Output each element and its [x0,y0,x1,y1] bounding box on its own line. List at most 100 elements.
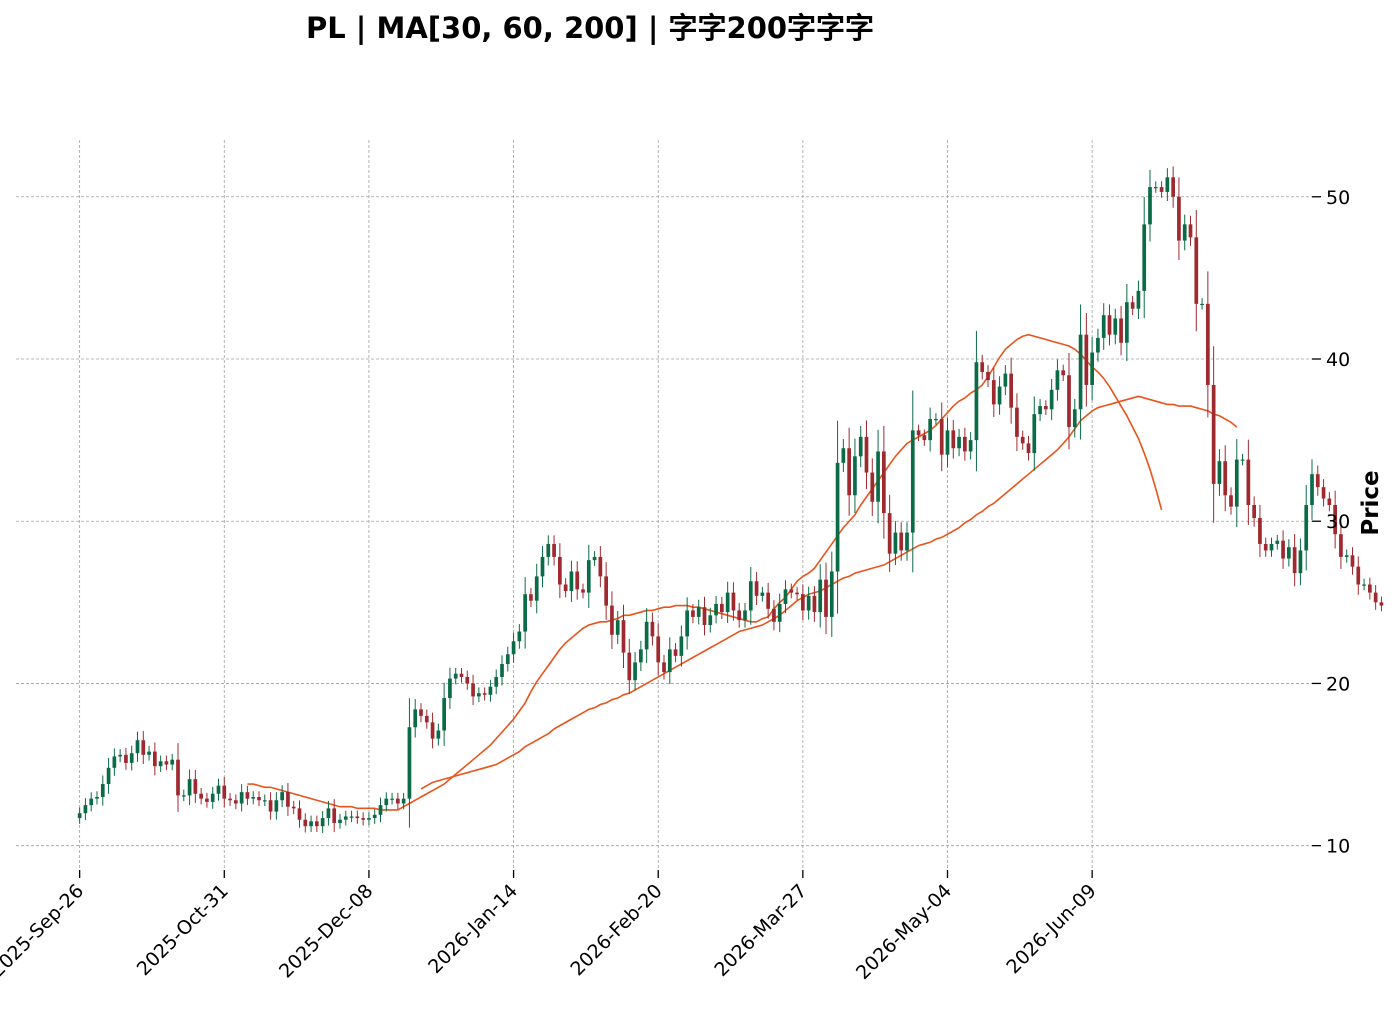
candle-body [291,806,296,809]
candle-body [488,686,493,695]
x-tick-label: 2026-Mar-27 [710,880,811,981]
candle-body [899,532,904,551]
candle-body [991,380,996,405]
candle-body [124,754,128,763]
candle-body [1200,303,1204,306]
candle-body [413,709,418,728]
chart-title: PL | MA[30, 60, 200] | 字字200字字字 [306,11,874,45]
candle-body [604,576,608,606]
candle-body [326,808,331,819]
candle-body [1171,177,1175,197]
candle-body [1327,498,1332,505]
candle-body [1153,187,1158,189]
x-tick-label: 2025-Dec-08 [275,880,378,983]
candle-body [1113,318,1118,335]
candle-body [89,798,94,806]
candle-body [951,430,956,449]
candle-body [1373,592,1378,603]
candle-body [315,821,319,827]
candle-body [546,543,551,557]
candle-body [257,797,261,801]
candle-body [916,430,921,436]
x-tick-label: 2026-May-04 [852,880,956,984]
candle-body [297,808,302,820]
y-tick-label: 10 [1326,836,1350,858]
x-tick-label: 2026-Jun-09 [1002,880,1100,978]
candle-body [939,419,944,455]
candle-body [905,532,909,551]
candle-body [696,607,701,617]
candle-body [529,594,533,601]
candle-body [893,532,898,554]
x-axis: 2025-Sep-26 2025-Oct-31 2025-Dec-08 2026-Ja… [0,870,1101,984]
candle-body [558,556,562,585]
candle-body [1177,196,1181,241]
candle-body [1211,384,1216,484]
x-tick-label: 2026-Feb-20 [566,880,666,980]
candle-body [1038,406,1042,415]
candle-body [320,818,325,827]
candle-body [338,819,342,823]
candle-body [199,793,203,799]
candle-body [1061,370,1066,376]
candle-body [708,615,713,626]
candle-body [679,636,684,656]
candle-body [540,556,545,577]
candle-body [980,362,985,372]
candle-body [309,821,313,827]
candle-body [1125,302,1129,343]
candle-body [963,436,967,452]
candle-body [1263,543,1268,551]
candle-body [83,805,88,814]
candle-body [986,371,990,381]
candle-body [1368,584,1372,593]
candle-body [887,513,892,554]
candle-body [1229,495,1233,507]
x-tick-label: 2026-Jan-14 [424,880,522,978]
grid [16,140,1312,870]
candle-body [1119,318,1123,343]
candle-body [847,448,851,496]
candle-body [1026,443,1031,454]
candle-body [1072,409,1077,428]
candle-body [361,818,365,820]
candle-body [505,654,510,664]
candle-body [1281,540,1285,559]
candle-body [858,436,863,457]
candle-body [731,592,736,611]
candle-body [789,589,794,593]
candle-body [511,641,516,655]
candle-body [1078,334,1083,410]
candle-body [181,795,186,797]
candle-body [667,649,672,673]
candle-body [147,751,151,755]
candle-body [286,792,290,807]
candle-body [430,722,435,739]
candle-body [621,620,626,653]
candle-body [129,753,134,763]
candle-body [644,621,649,650]
candle-body [332,808,337,823]
candle-body [812,595,817,613]
candle-body [477,693,481,697]
candle-body [1344,555,1349,557]
candle-body [772,608,776,622]
candle-body [407,727,412,799]
candle-body [754,581,759,596]
candle-body [1090,352,1094,385]
candle-body [853,456,857,496]
candle-body [471,683,475,697]
candle-body [598,556,603,577]
candle-body [910,430,915,533]
candle-body [957,436,961,449]
candle-body [280,792,284,801]
candle-body [824,579,828,617]
candle-body [158,761,163,767]
candle-body [586,560,591,593]
candle-body [1194,237,1199,304]
candle-body [720,603,724,613]
candle-body [378,805,383,815]
candle-body [1275,540,1280,544]
candle-body [997,386,1002,405]
